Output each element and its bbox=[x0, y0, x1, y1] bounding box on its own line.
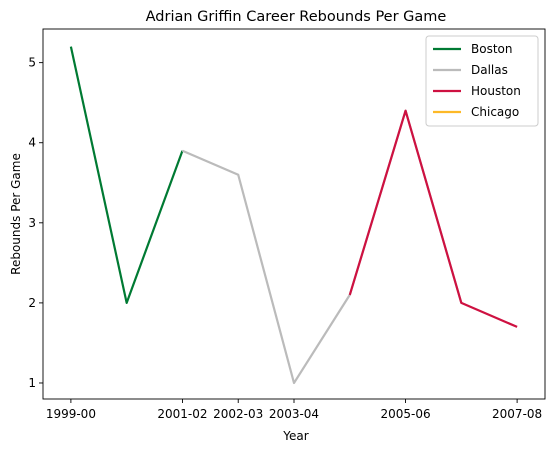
series-line-houston bbox=[348, 109, 518, 328]
y-tick-label: 4 bbox=[28, 136, 36, 150]
y-axis-label: Rebounds Per Game bbox=[9, 153, 23, 275]
y-tick-label: 1 bbox=[28, 376, 36, 390]
legend-box bbox=[425, 35, 539, 127]
y-axis: 1 2 3 4 5 bbox=[28, 56, 43, 390]
series-layer bbox=[69, 46, 518, 385]
x-tick-label: 2003-04 bbox=[269, 407, 319, 421]
x-tick-label: 2001-02 bbox=[157, 407, 207, 421]
legend-label-chicago: Chicago bbox=[471, 105, 519, 119]
x-tick-label: 2005-06 bbox=[380, 407, 430, 421]
chart-title: Adrian Griffin Career Rebounds Per Game bbox=[146, 9, 447, 25]
x-axis: 1999-00 2001-02 2002-03 2003-04 2005-06 2007-… bbox=[46, 399, 542, 421]
x-tick-label: 2002-03 bbox=[213, 407, 263, 421]
legend-label-houston: Houston bbox=[471, 84, 521, 98]
legend: Boston Dallas Houston Chicago bbox=[425, 35, 539, 127]
legend-label-dallas: Dallas bbox=[471, 63, 508, 77]
y-tick-label: 5 bbox=[28, 56, 36, 70]
series-line-boston bbox=[69, 46, 184, 304]
y-tick-label: 2 bbox=[28, 296, 36, 310]
y-tick-label: 3 bbox=[28, 216, 36, 230]
x-tick-label: 1999-00 bbox=[46, 407, 96, 421]
x-tick-label: 2007-08 bbox=[492, 407, 542, 421]
legend-label-boston: Boston bbox=[471, 42, 512, 56]
x-axis-label: Year bbox=[282, 429, 308, 443]
series-line-dallas bbox=[182, 109, 463, 385]
